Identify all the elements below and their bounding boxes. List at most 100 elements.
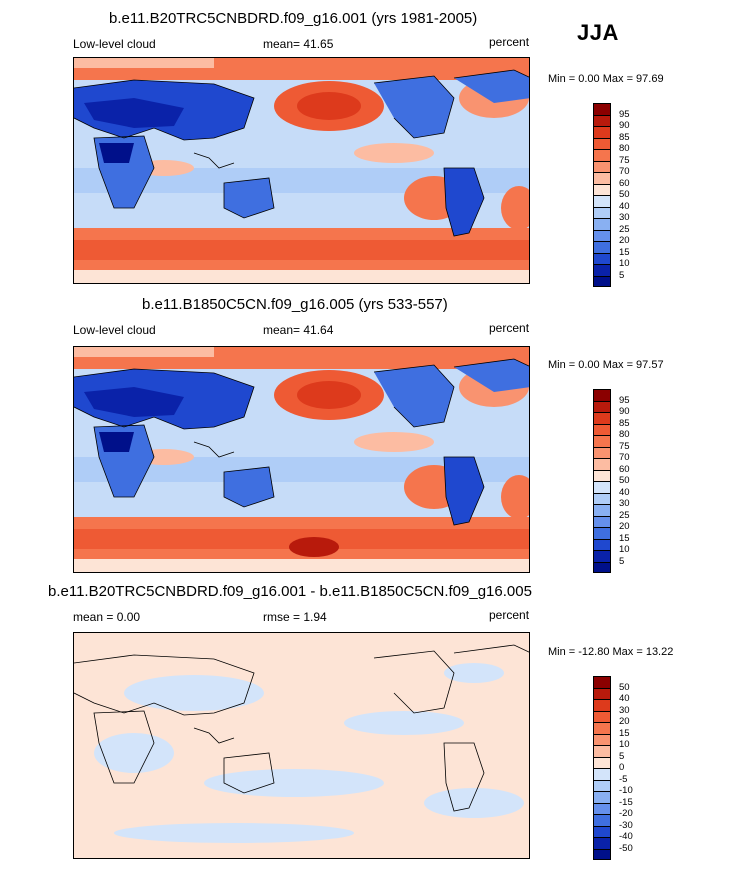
colorbar-box: [593, 492, 611, 504]
colorbar-tick-label: 5: [619, 555, 625, 567]
colorbar-box: [593, 779, 611, 791]
colorbar-tick-label: 85: [619, 131, 630, 143]
colorbar-box: [593, 103, 611, 115]
colorbar-tick-label: -5: [619, 773, 628, 785]
colorbar-box: [593, 710, 611, 722]
panel3-map-svg: [74, 633, 529, 858]
panel2-units-label: percent: [489, 321, 530, 335]
colorbar-box: [593, 218, 611, 230]
panel2-map: [73, 346, 530, 573]
panel2-title: b.e11.B1850C5CN.f09_g16.005 (yrs 533-557…: [142, 296, 448, 313]
colorbar-tick-label: -15: [619, 796, 633, 808]
colorbar-tick-label: 95: [619, 394, 630, 406]
panel2-mean-label: mean= 41.64: [263, 323, 334, 337]
panel1-mean-label: mean= 41.65: [263, 37, 334, 51]
colorbar-box: [593, 825, 611, 837]
panel3-map: [73, 632, 530, 859]
colorbar-box: [593, 160, 611, 172]
colorbar-box: [593, 458, 611, 470]
panel2-map-svg: [74, 347, 529, 572]
colorbar-tick-label: -50: [619, 842, 633, 854]
panel1-units-label: percent: [489, 35, 530, 49]
colorbar-box: [593, 126, 611, 138]
colorbar-box: [593, 733, 611, 745]
colorbar-tick-label: 75: [619, 440, 630, 452]
colorbar-box: [593, 149, 611, 161]
panel2-colorbar: [593, 389, 611, 573]
colorbar-tick-label: -30: [619, 819, 633, 831]
colorbar-box: [593, 400, 611, 412]
colorbar-box: [593, 791, 611, 803]
panel1-map: [73, 57, 530, 284]
colorbar-box: [593, 676, 611, 688]
colorbar-box: [593, 423, 611, 435]
colorbar-box: [593, 722, 611, 734]
colorbar-box: [593, 469, 611, 481]
panel3-units-label: percent: [489, 608, 530, 622]
colorbar-tick-label: 90: [619, 120, 630, 131]
colorbar-box: [593, 435, 611, 447]
colorbar-box: [593, 389, 611, 401]
panel1-variable-label: Low-level cloud: [73, 37, 156, 51]
colorbar-tick-label: 60: [619, 177, 630, 189]
colorbar-tick-label: 25: [619, 509, 630, 521]
colorbar-tick-label: 10: [619, 739, 630, 750]
colorbar-tick-label: 5: [619, 269, 625, 281]
colorbar-box: [593, 114, 611, 126]
colorbar-tick-label: 80: [619, 429, 630, 440]
colorbar-tick-label: 20: [619, 716, 630, 727]
colorbar-box: [593, 275, 611, 287]
panel3-title: b.e11.B20TRC5CNBDRD.f09_g16.001 - b.e11.…: [48, 583, 532, 600]
colorbar-tick-label: 70: [619, 452, 630, 463]
colorbar-box: [593, 137, 611, 149]
panel2-variable-label: Low-level cloud: [73, 323, 156, 337]
panel1-title: b.e11.B20TRC5CNBDRD.f09_g16.001 (yrs 198…: [109, 10, 478, 27]
colorbar-tick-label: 25: [619, 223, 630, 235]
season-label: JJA: [577, 20, 619, 45]
panel3-mean-label: mean = 0.00: [73, 610, 141, 624]
colorbar-tick-label: -20: [619, 808, 633, 819]
colorbar-box: [593, 745, 611, 757]
colorbar-box: [593, 481, 611, 493]
panel2-minmax: Min = 0.00 Max = 97.57: [548, 359, 664, 371]
colorbar-box: [593, 412, 611, 424]
colorbar-tick-label: 30: [619, 212, 630, 223]
colorbar-tick-label: 50: [619, 189, 630, 200]
colorbar-box: [593, 504, 611, 516]
colorbar-tick-label: 60: [619, 463, 630, 475]
colorbar-tick-label: 70: [619, 166, 630, 177]
colorbar-box: [593, 195, 611, 207]
colorbar-tick-label: 15: [619, 532, 630, 544]
colorbar-tick-label: -40: [619, 831, 633, 842]
colorbar-tick-label: 95: [619, 108, 630, 120]
colorbar-box: [593, 172, 611, 184]
colorbar-tick-label: 30: [619, 704, 630, 716]
colorbar-box: [593, 687, 611, 699]
colorbar-tick-label: 0: [619, 762, 625, 773]
colorbar-tick-label: -10: [619, 785, 633, 796]
colorbar-tick-label: 75: [619, 154, 630, 166]
colorbar-box: [593, 241, 611, 253]
colorbar-box: [593, 515, 611, 527]
panel3-colorbar: [593, 676, 611, 860]
colorbar-box: [593, 802, 611, 814]
colorbar-box: [593, 527, 611, 539]
colorbar-tick-label: 50: [619, 681, 630, 693]
colorbar-box: [593, 446, 611, 458]
panel3-minmax: Min = -12.80 Max = 13.22: [548, 646, 674, 658]
colorbar-tick-label: 80: [619, 143, 630, 154]
colorbar-tick-label: 5: [619, 750, 625, 762]
panel1-map-svg: [74, 58, 529, 283]
colorbar-box: [593, 768, 611, 780]
colorbar-box: [593, 814, 611, 826]
colorbar-tick-label: 20: [619, 235, 630, 246]
colorbar-tick-label: 40: [619, 200, 630, 212]
colorbar-tick-label: 50: [619, 475, 630, 486]
colorbar-tick-label: 15: [619, 246, 630, 258]
colorbar-tick-label: 15: [619, 727, 630, 739]
colorbar-tick-label: 10: [619, 544, 630, 555]
colorbar-tick-label: 20: [619, 521, 630, 532]
colorbar-tick-label: 40: [619, 486, 630, 498]
colorbar-box: [593, 538, 611, 550]
colorbar-box: [593, 699, 611, 711]
